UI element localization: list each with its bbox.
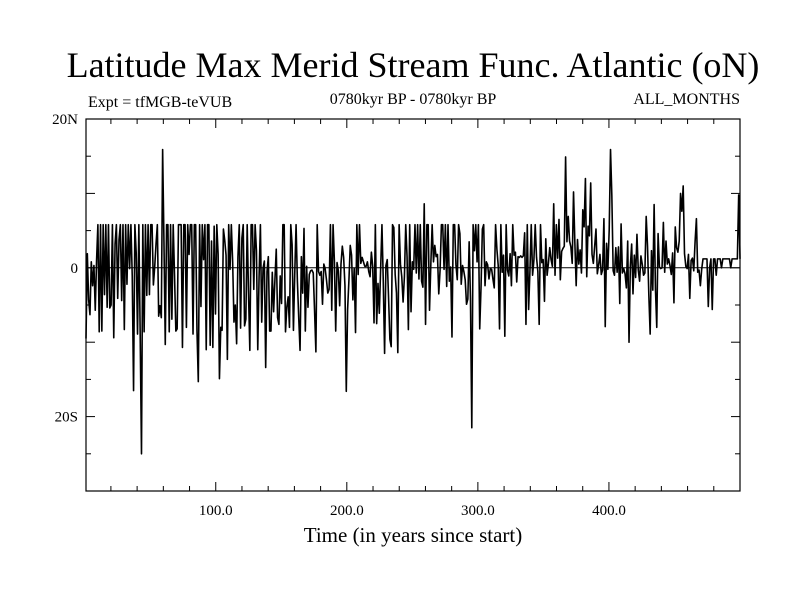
x-tick-label: 400.0: [592, 503, 626, 519]
chart-title: Latitude Max Merid Stream Func. Atlantic…: [67, 45, 760, 85]
y-tick-label: 20S: [55, 410, 78, 426]
x-tick-label: 200.0: [330, 503, 364, 519]
series-line: [85, 148, 741, 455]
x-axis: 100.0 200.0 300.0 400.0: [110, 119, 715, 519]
experiment-label: Expt = tfMGB-teVUB: [88, 94, 232, 111]
period-label: 0780kyr BP - 0780kyr BP: [330, 91, 497, 108]
x-axis-label: Time (in years since start): [304, 523, 523, 547]
y-axis: 20N 0 20S: [52, 112, 740, 492]
x-tick-label: 100.0: [199, 503, 233, 519]
plot-frame: [85, 118, 741, 492]
x-tick-label: 300.0: [461, 503, 495, 519]
y-tick-label: 0: [71, 261, 79, 277]
plot-area: 20N 0 20S 100.0 200.0 300.0 400.0: [52, 112, 741, 519]
y-tick-label: 20N: [52, 112, 78, 128]
months-label: ALL_MONTHS: [633, 91, 740, 108]
